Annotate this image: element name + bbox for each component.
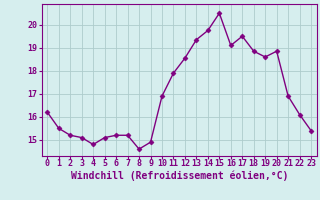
- X-axis label: Windchill (Refroidissement éolien,°C): Windchill (Refroidissement éolien,°C): [70, 171, 288, 181]
